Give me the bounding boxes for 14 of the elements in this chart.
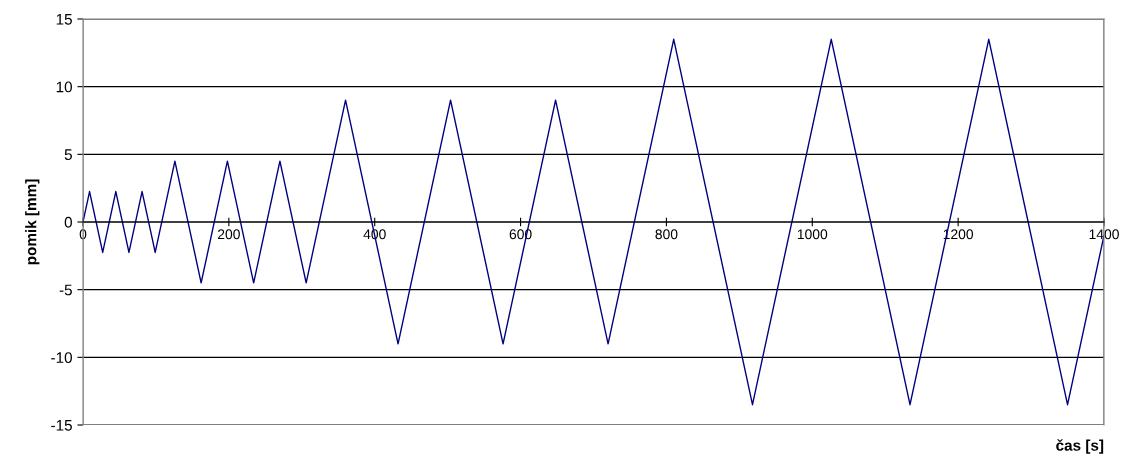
- y-tick-label: 0: [64, 216, 72, 228]
- x-tick-label: 200: [217, 229, 240, 240]
- x-axis-title: čas [s]: [1056, 439, 1104, 454]
- y-tick-label: 10: [56, 81, 72, 93]
- x-tick-label: 0: [79, 229, 87, 240]
- y-tick-label: -15: [51, 420, 72, 431]
- y-tick-label: 15: [56, 14, 72, 25]
- x-tick-label: 1400: [1089, 229, 1119, 240]
- y-tick-label: -5: [59, 284, 72, 296]
- y-axis-title: pomik [mm]: [25, 179, 40, 265]
- y-tick-label: -10: [51, 352, 72, 364]
- y-tick-label: 5: [64, 149, 72, 161]
- x-tick-label: 1000: [797, 229, 828, 240]
- x-tick-label: 800: [655, 229, 678, 240]
